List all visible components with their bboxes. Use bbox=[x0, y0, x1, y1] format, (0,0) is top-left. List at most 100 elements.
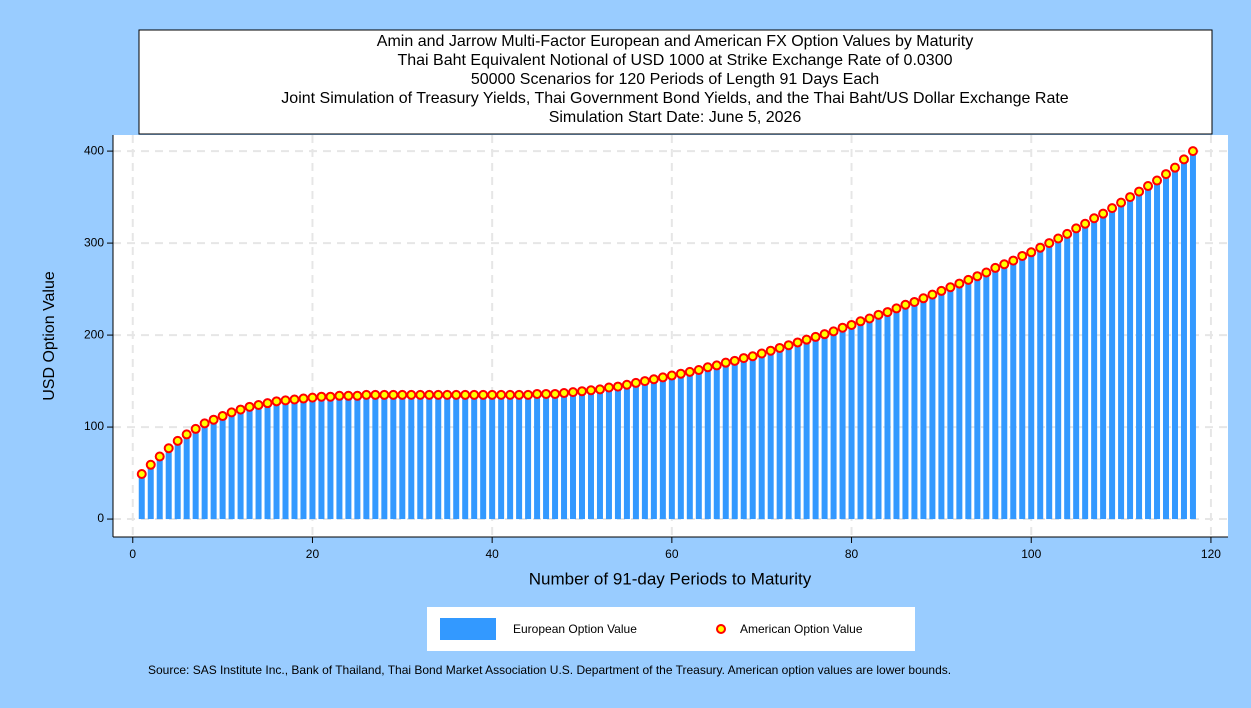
y-tick-label: 0 bbox=[97, 511, 104, 525]
point bbox=[442, 389, 453, 400]
bar bbox=[1055, 240, 1062, 520]
bar bbox=[318, 398, 325, 520]
point bbox=[792, 337, 803, 348]
point bbox=[1169, 162, 1180, 173]
point bbox=[999, 259, 1010, 270]
point bbox=[379, 389, 390, 400]
bar bbox=[1082, 225, 1089, 520]
bar bbox=[758, 355, 765, 520]
bar bbox=[947, 289, 954, 520]
point bbox=[352, 390, 363, 401]
point bbox=[208, 414, 219, 425]
point bbox=[954, 278, 965, 289]
point bbox=[1134, 186, 1145, 197]
point bbox=[460, 389, 471, 400]
point bbox=[199, 418, 210, 429]
point bbox=[163, 443, 174, 454]
point bbox=[810, 331, 821, 342]
bar bbox=[1171, 169, 1178, 520]
point bbox=[550, 388, 561, 399]
point bbox=[936, 285, 947, 296]
point bbox=[891, 303, 902, 314]
point bbox=[783, 340, 794, 351]
chart-title: Amin and Jarrow Multi-Factor European an… bbox=[377, 33, 973, 50]
bar bbox=[1064, 235, 1071, 520]
legend-swatch bbox=[716, 624, 726, 634]
point bbox=[154, 451, 165, 462]
bar bbox=[677, 375, 684, 520]
bar bbox=[884, 313, 891, 520]
point bbox=[1125, 192, 1136, 203]
bar bbox=[605, 389, 612, 520]
bar bbox=[812, 338, 819, 520]
point bbox=[226, 407, 237, 418]
point bbox=[316, 391, 327, 402]
bar bbox=[408, 396, 415, 520]
point bbox=[514, 389, 525, 400]
point bbox=[361, 389, 372, 400]
point bbox=[298, 393, 309, 404]
point bbox=[927, 289, 938, 300]
point bbox=[433, 389, 444, 400]
point bbox=[828, 326, 839, 337]
bar bbox=[776, 349, 783, 520]
point bbox=[738, 353, 749, 364]
point bbox=[1062, 228, 1073, 239]
bar bbox=[641, 382, 648, 520]
bar bbox=[390, 396, 397, 520]
point bbox=[235, 404, 246, 415]
point bbox=[765, 345, 776, 356]
bar bbox=[264, 404, 271, 520]
x-tick-label: 60 bbox=[665, 547, 679, 561]
point bbox=[963, 274, 974, 285]
point bbox=[469, 389, 480, 400]
point bbox=[325, 391, 336, 402]
point bbox=[909, 296, 920, 307]
bar bbox=[632, 384, 639, 520]
bar bbox=[821, 336, 828, 520]
bar bbox=[686, 373, 693, 520]
point bbox=[334, 390, 345, 401]
point bbox=[990, 262, 1001, 273]
bar bbox=[929, 296, 936, 520]
bar bbox=[552, 395, 559, 520]
bar bbox=[668, 377, 675, 520]
x-tick-label: 40 bbox=[485, 547, 499, 561]
y-tick-label: 400 bbox=[84, 143, 104, 157]
bar bbox=[1073, 230, 1080, 520]
bar bbox=[866, 320, 873, 520]
bar bbox=[1136, 193, 1143, 520]
bar bbox=[336, 397, 343, 520]
point bbox=[594, 384, 605, 395]
bar bbox=[767, 352, 774, 520]
point bbox=[711, 360, 722, 371]
bar bbox=[300, 400, 307, 520]
point bbox=[1026, 247, 1037, 258]
x-tick-label: 100 bbox=[1021, 547, 1041, 561]
point bbox=[684, 366, 695, 377]
point bbox=[1178, 154, 1189, 165]
bar bbox=[192, 430, 199, 520]
bar bbox=[713, 367, 720, 520]
point bbox=[217, 411, 228, 422]
bar bbox=[543, 395, 550, 520]
bar bbox=[704, 369, 711, 520]
bar bbox=[1019, 257, 1026, 520]
bar bbox=[983, 274, 990, 520]
point bbox=[585, 385, 596, 396]
point bbox=[388, 389, 399, 400]
point bbox=[666, 370, 677, 381]
point bbox=[244, 401, 255, 412]
bar bbox=[794, 344, 801, 520]
x-tick-label: 20 bbox=[306, 547, 320, 561]
y-axis-title: USD Option Value bbox=[41, 271, 58, 401]
point bbox=[873, 309, 884, 320]
bar bbox=[830, 333, 837, 520]
bar bbox=[228, 414, 235, 520]
bar bbox=[1028, 254, 1035, 520]
bar bbox=[489, 396, 496, 520]
bar bbox=[596, 391, 603, 520]
bar bbox=[1091, 220, 1098, 520]
bar bbox=[291, 401, 298, 520]
